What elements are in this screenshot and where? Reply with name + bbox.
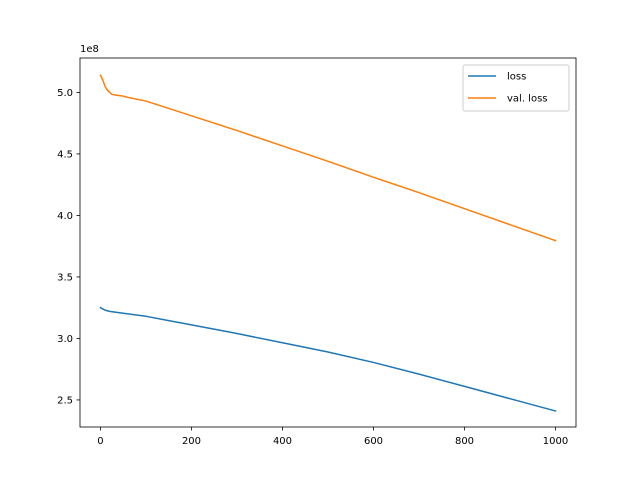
- x-tick-label: 1000: [543, 436, 568, 447]
- legend: loss val. loss: [462, 64, 570, 112]
- legend-label-loss: loss: [507, 72, 526, 83]
- plot-area: [80, 58, 576, 427]
- y-tick-label: 5.0: [57, 88, 73, 99]
- series-line-val-loss: [99, 74, 557, 242]
- legend-label-val-loss: val. loss: [507, 94, 548, 105]
- x-tick-label: 600: [364, 436, 383, 447]
- y-tick-label: 3.5: [57, 272, 73, 283]
- x-tick-label: 400: [273, 436, 292, 447]
- x-tick-label: 0: [97, 436, 103, 447]
- plot-frame: [79, 57, 577, 428]
- x-tick-label: 200: [182, 436, 201, 447]
- y-axis: 2.5 3.0 3.5 4.0 4.5 5.0: [57, 88, 80, 406]
- x-axis: 0 200 400 600 800 1000: [97, 427, 568, 447]
- series-layer: [99, 74, 557, 412]
- y-offset-label: 1e8: [80, 44, 99, 55]
- y-tick-label: 4.5: [57, 149, 73, 160]
- y-tick-label: 3.0: [57, 334, 73, 345]
- series-line-loss: [99, 306, 557, 412]
- x-tick-label: 800: [455, 436, 474, 447]
- y-tick-label: 4.0: [57, 211, 73, 222]
- y-tick-label: 2.5: [57, 395, 73, 406]
